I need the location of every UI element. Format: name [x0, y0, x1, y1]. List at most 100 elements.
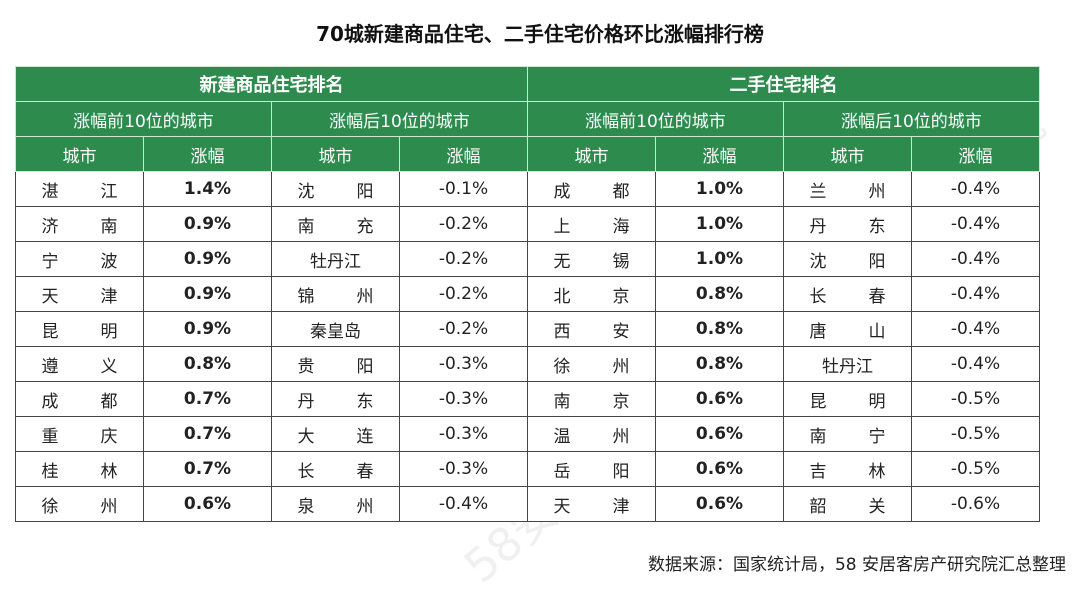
- city-cell: 西安: [527, 311, 656, 347]
- change-cell: 0.6%: [655, 416, 784, 452]
- city-cell: 长春: [783, 276, 912, 312]
- new-housing-header: 新建商品住宅排名: [15, 66, 528, 102]
- city-name: 牡丹江: [310, 251, 361, 272]
- table-row: 湛江 1.4% 沈阳 -0.1% 成都 1.0% 兰州 -0.4%: [15, 171, 1040, 207]
- city-cell: 桂林: [15, 451, 144, 487]
- change-cell: -0.4%: [399, 486, 528, 522]
- col-city: 城市: [783, 136, 912, 172]
- change-cell: -0.4%: [911, 206, 1040, 242]
- table-row: 徐州 0.6% 泉州 -0.4% 天津 0.6% 韶关 -0.6%: [15, 486, 1040, 522]
- city-cell: 温州: [527, 416, 656, 452]
- city-cell: 丹东: [271, 381, 400, 417]
- city-name: 桂林: [41, 461, 118, 482]
- city-cell: 吉林: [783, 451, 912, 487]
- city-cell: 徐州: [527, 346, 656, 382]
- col-city: 城市: [527, 136, 656, 172]
- change-cell: -0.2%: [399, 241, 528, 277]
- change-cell: -0.3%: [399, 416, 528, 452]
- city-name: 秦皇岛: [310, 321, 361, 342]
- city-name: 沈阳: [809, 251, 886, 272]
- city-name: 宁波: [41, 251, 118, 272]
- change-cell: -0.3%: [399, 381, 528, 417]
- change-cell: -0.4%: [911, 311, 1040, 347]
- subgroup-header-row: 涨幅前10位的城市 涨幅后10位的城市 涨幅前10位的城市 涨幅后10位的城市: [15, 101, 1040, 137]
- city-cell: 济南: [15, 206, 144, 242]
- change-cell: -0.4%: [911, 346, 1040, 382]
- city-name: 成都: [553, 181, 630, 202]
- change-cell: 0.9%: [143, 206, 272, 242]
- city-cell: 沈阳: [271, 171, 400, 207]
- city-name: 湛江: [41, 181, 118, 202]
- city-name: 沈阳: [297, 181, 374, 202]
- change-cell: 0.6%: [655, 451, 784, 487]
- city-name: 丹东: [297, 391, 374, 412]
- change-cell: -0.3%: [399, 346, 528, 382]
- city-name: 长春: [297, 461, 374, 482]
- city-cell: 南京: [527, 381, 656, 417]
- city-name: 上海: [553, 216, 630, 237]
- change-cell: -0.2%: [399, 311, 528, 347]
- city-name: 泉州: [297, 496, 374, 517]
- change-cell: 0.8%: [143, 346, 272, 382]
- city-name: 牡丹江: [822, 356, 873, 377]
- city-name: 徐州: [553, 356, 630, 377]
- city-name: 北京: [553, 286, 630, 307]
- city-cell: 宁波: [15, 241, 144, 277]
- change-cell: -0.1%: [399, 171, 528, 207]
- table-row: 遵义 0.8% 贵阳 -0.3% 徐州 0.8% 牡丹江 -0.4%: [15, 346, 1040, 382]
- data-source-note: 数据来源：国家统计局，58 安居客房产研究院汇总整理: [647, 555, 1066, 575]
- change-cell: 0.6%: [655, 486, 784, 522]
- col-city: 城市: [15, 136, 144, 172]
- city-cell: 上海: [527, 206, 656, 242]
- city-cell: 徐州: [15, 486, 144, 522]
- change-cell: 0.6%: [655, 381, 784, 417]
- city-name: 丹东: [809, 216, 886, 237]
- change-cell: -0.6%: [911, 486, 1040, 522]
- city-name: 岳阳: [553, 461, 630, 482]
- city-name: 昆明: [41, 321, 118, 342]
- table-row: 天津 0.9% 锦州 -0.2% 北京 0.8% 长春 -0.4%: [15, 276, 1040, 312]
- change-cell: 1.4%: [143, 171, 272, 207]
- city-name: 重庆: [41, 426, 118, 447]
- city-cell: 重庆: [15, 416, 144, 452]
- city-cell: 贵阳: [271, 346, 400, 382]
- change-cell: 0.8%: [655, 311, 784, 347]
- city-cell: 沈阳: [783, 241, 912, 277]
- city-cell: 北京: [527, 276, 656, 312]
- city-cell: 唐山: [783, 311, 912, 347]
- city-name: 济南: [41, 216, 118, 237]
- col-change: 涨幅: [399, 136, 528, 172]
- change-cell: -0.4%: [911, 171, 1040, 207]
- new-bottom-header: 涨幅后10位的城市: [271, 101, 528, 137]
- city-cell: 遵义: [15, 346, 144, 382]
- city-name: 大连: [297, 426, 374, 447]
- col-city: 城市: [271, 136, 400, 172]
- table-row: 重庆 0.7% 大连 -0.3% 温州 0.6% 南宁 -0.5%: [15, 416, 1040, 452]
- column-header-row: 城市 涨幅 城市 涨幅 城市 涨幅 城市 涨幅: [15, 136, 1040, 172]
- city-cell: 韶关: [783, 486, 912, 522]
- city-name: 西安: [553, 321, 630, 342]
- change-cell: -0.3%: [399, 451, 528, 487]
- city-cell: 天津: [527, 486, 656, 522]
- city-name: 遵义: [41, 356, 118, 377]
- second-top-header: 涨幅前10位的城市: [527, 101, 784, 137]
- group-header-row: 新建商品住宅排名 二手住宅排名: [15, 66, 1040, 102]
- change-cell: -0.5%: [911, 416, 1040, 452]
- city-cell: 成都: [527, 171, 656, 207]
- city-cell: 大连: [271, 416, 400, 452]
- city-name: 天津: [553, 496, 630, 517]
- change-cell: 0.7%: [143, 451, 272, 487]
- change-cell: -0.2%: [399, 276, 528, 312]
- city-cell: 南充: [271, 206, 400, 242]
- city-name: 吉林: [809, 461, 886, 482]
- change-cell: 1.0%: [655, 206, 784, 242]
- city-cell: 昆明: [783, 381, 912, 417]
- ranking-table: 新建商品住宅排名 二手住宅排名 涨幅前10位的城市 涨幅后10位的城市 涨幅前1…: [15, 66, 1040, 522]
- col-change: 涨幅: [143, 136, 272, 172]
- change-cell: -0.2%: [399, 206, 528, 242]
- city-name: 昆明: [809, 391, 886, 412]
- city-name: 温州: [553, 426, 630, 447]
- col-change: 涨幅: [655, 136, 784, 172]
- city-name: 韶关: [809, 496, 886, 517]
- table-row: 昆明 0.9% 秦皇岛 -0.2% 西安 0.8% 唐山 -0.4%: [15, 311, 1040, 347]
